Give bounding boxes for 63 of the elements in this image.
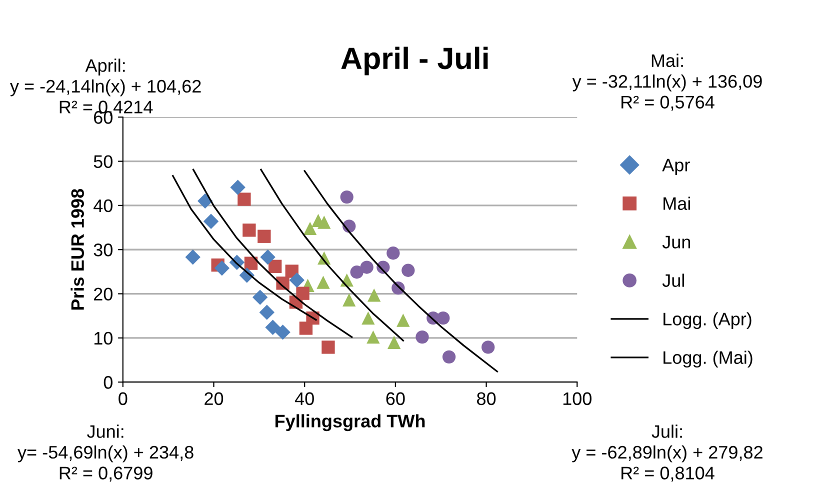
legend-label: Jul	[662, 274, 684, 287]
point	[368, 288, 381, 302]
y-tick-label: 30	[94, 244, 112, 256]
x-tick-label: 100	[563, 392, 592, 406]
text: Mai: y = -32,11ln(x) + 136,09 R² = 0,5764	[572, 54, 762, 111]
point	[268, 260, 282, 273]
y-tick-label: 20	[94, 288, 112, 300]
point	[416, 330, 429, 344]
legend-label: Apr	[662, 158, 690, 176]
x-tick-label: 0	[118, 392, 128, 406]
legend-label: Jun	[662, 236, 690, 248]
point	[386, 246, 400, 260]
point	[275, 324, 290, 340]
point	[402, 264, 415, 277]
point	[203, 214, 219, 229]
point	[396, 314, 410, 327]
chart-title: April - Juli	[341, 46, 488, 76]
text: Juli: y = -62,89ln(x) + 279,82 R² = 0,8104	[572, 424, 762, 482]
y-tick-label: 10	[94, 332, 112, 345]
point	[366, 330, 380, 344]
point	[252, 290, 268, 305]
line-series	[192, 168, 353, 338]
x-tick-label: 20	[204, 392, 224, 406]
y-axis-title: Pris EUR 1998	[70, 188, 84, 310]
point	[436, 311, 450, 325]
point	[387, 336, 401, 349]
point	[265, 320, 280, 335]
point	[340, 190, 354, 204]
point	[242, 224, 256, 237]
point	[258, 230, 271, 243]
point	[289, 272, 304, 288]
legend-label: Mai	[664, 196, 690, 210]
point	[244, 256, 258, 270]
point	[238, 192, 251, 206]
point	[318, 216, 331, 229]
legend-label: Logg. (Apr)	[664, 312, 752, 330]
point	[260, 250, 276, 265]
y-tick-label: 50	[94, 155, 112, 168]
point	[482, 340, 495, 354]
point	[322, 340, 335, 354]
y-tick-label: 0	[104, 376, 112, 389]
point	[342, 293, 356, 307]
point	[360, 260, 374, 274]
line-series	[260, 168, 404, 342]
x-axis-title: Fyllingsgrad TWh	[276, 414, 425, 432]
point	[303, 222, 317, 235]
point	[442, 350, 456, 364]
x-tick-label: 80	[477, 392, 496, 406]
point	[362, 311, 375, 325]
text: Juni: y= -54,69ln(x) + 234,8 R² = 0,6799	[18, 424, 194, 482]
point	[214, 260, 230, 276]
x-tick-label: 60	[386, 392, 405, 406]
point	[316, 276, 330, 289]
y-tick-label: 40	[94, 199, 112, 212]
point	[350, 266, 364, 279]
point	[198, 193, 213, 209]
point	[185, 250, 200, 265]
legend-label: Logg. (Mai)	[664, 350, 752, 368]
point	[259, 304, 275, 320]
point	[230, 180, 246, 195]
x-tick-label: 40	[294, 392, 314, 406]
point	[299, 322, 313, 335]
line-series	[304, 170, 498, 372]
